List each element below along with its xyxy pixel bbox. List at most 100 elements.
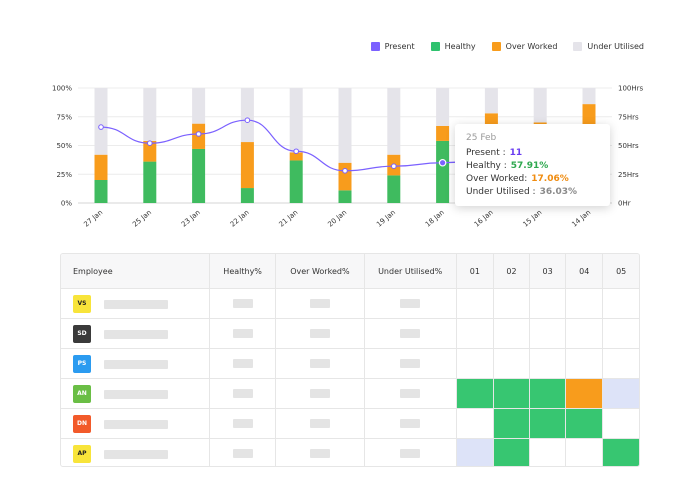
table-row[interactable]: VS xyxy=(61,288,639,319)
employee-cell: VS xyxy=(61,288,210,319)
header-under-utilised[interactable]: Under Utilised% xyxy=(364,254,457,289)
day-cell-5[interactable] xyxy=(602,348,639,379)
present-point xyxy=(244,117,251,124)
day-cell-3[interactable] xyxy=(529,318,567,349)
day-cell-2[interactable] xyxy=(493,288,531,319)
legend-label-present: Present xyxy=(384,42,415,51)
tooltip-healthy-label: Healthy : xyxy=(466,161,507,171)
day-cell-3[interactable] xyxy=(529,378,567,409)
under-utilised-cell xyxy=(364,348,457,379)
day-cell-1[interactable] xyxy=(456,318,494,349)
avatar[interactable]: VS xyxy=(73,295,91,314)
legend-item-over-worked[interactable]: Over Worked xyxy=(491,42,557,51)
bar-over-worked xyxy=(289,152,303,161)
day-cell-4[interactable] xyxy=(565,378,604,409)
employee-cell: AP xyxy=(61,438,210,466)
legend-item-present[interactable]: Present xyxy=(370,42,415,51)
legend-item-under-utilised[interactable]: Under Utilised xyxy=(573,42,644,51)
under-utilised-placeholder xyxy=(400,359,421,368)
day-cell-2[interactable] xyxy=(493,318,531,349)
bar-under-utilised xyxy=(289,88,303,153)
header-employee[interactable]: Employee xyxy=(61,254,210,289)
employee-name-placeholder xyxy=(104,329,168,339)
day-cell-3[interactable] xyxy=(529,348,567,379)
bar-under-utilised xyxy=(436,88,450,126)
tooltip-over-worked-value: 17.06% xyxy=(531,174,569,184)
day-cell-3[interactable] xyxy=(529,408,567,439)
day-cell-1[interactable] xyxy=(456,438,494,466)
legend-swatch-present xyxy=(370,42,380,51)
y-right-tick-label: 50Hrs xyxy=(618,142,639,150)
legend-swatch-under-utilised xyxy=(573,42,583,51)
bar-under-utilised xyxy=(94,88,108,155)
day-cell-1[interactable] xyxy=(456,348,494,379)
avatar[interactable]: AN xyxy=(73,385,91,404)
x-tick-label: 22 Jan xyxy=(229,208,251,228)
table-row[interactable]: AP xyxy=(61,438,639,466)
healthy-placeholder xyxy=(232,449,253,458)
day-cell-2[interactable] xyxy=(493,408,531,439)
day-cell-4[interactable] xyxy=(565,318,604,349)
y-left-tick-label: 100% xyxy=(52,85,72,93)
day-cell-2[interactable] xyxy=(493,348,531,379)
header-day-02[interactable]: 02 xyxy=(493,254,531,289)
day-cell-5[interactable] xyxy=(602,318,639,349)
avatar[interactable]: AP xyxy=(73,445,91,464)
under-utilised-placeholder xyxy=(400,299,421,308)
x-tick-label: 21 Jan xyxy=(278,208,300,228)
day-cell-5[interactable] xyxy=(602,378,639,409)
day-cell-2[interactable] xyxy=(493,378,531,409)
day-cell-1[interactable] xyxy=(456,378,494,409)
x-tick-label: 23 Jan xyxy=(180,208,202,228)
table-row[interactable]: SD xyxy=(61,318,639,349)
table-row[interactable]: AN xyxy=(61,378,639,409)
day-cell-5[interactable] xyxy=(602,288,639,319)
under-utilised-placeholder xyxy=(400,389,421,398)
bar-under-utilised xyxy=(582,88,596,105)
bar-under-utilised xyxy=(387,88,401,155)
day-cell-2[interactable] xyxy=(493,438,531,466)
tooltip-over-worked-row: Over Worked: 17.06% xyxy=(466,173,599,186)
employee-cell: PS xyxy=(61,348,210,379)
day-cell-1[interactable] xyxy=(456,408,494,439)
day-cell-3[interactable] xyxy=(529,438,567,466)
present-point xyxy=(195,131,202,137)
x-tick-label: 27 Jan xyxy=(82,208,104,228)
header-over-worked[interactable]: Over Worked% xyxy=(275,254,365,289)
legend-item-healthy[interactable]: Healthy xyxy=(430,42,476,51)
healthy-placeholder xyxy=(232,389,253,398)
present-point xyxy=(147,140,153,146)
day-cell-5[interactable] xyxy=(602,408,639,439)
over-worked-placeholder xyxy=(309,299,330,308)
header-day-03[interactable]: 03 xyxy=(529,254,567,289)
day-cell-4[interactable] xyxy=(565,348,604,379)
avatar[interactable]: DN xyxy=(73,415,91,434)
day-cell-1[interactable] xyxy=(456,288,494,319)
x-tick-label: 19 Jan xyxy=(375,208,397,228)
header-day-05[interactable]: 05 xyxy=(602,254,639,289)
present-point xyxy=(342,168,348,174)
x-tick-label: 18 Jan xyxy=(424,208,446,228)
employee-cell: AN xyxy=(61,378,210,409)
avatar[interactable]: SD xyxy=(73,325,91,344)
header-healthy[interactable]: Healthy% xyxy=(209,254,277,289)
header-day-04[interactable]: 04 xyxy=(565,254,604,289)
table-row[interactable]: PS xyxy=(61,348,639,379)
bar-under-utilised xyxy=(192,88,206,124)
bar-healthy xyxy=(338,190,352,203)
table-row[interactable]: DN xyxy=(61,408,639,439)
tooltip-present-label: Present : xyxy=(466,148,506,158)
day-cell-4[interactable] xyxy=(565,408,604,439)
avatar[interactable]: PS xyxy=(73,355,91,374)
tooltip-date: 25 Feb xyxy=(466,133,497,143)
bar-healthy xyxy=(192,148,206,203)
header-day-01[interactable]: 01 xyxy=(456,254,494,289)
day-cell-4[interactable] xyxy=(565,438,604,466)
day-cell-3[interactable] xyxy=(529,288,567,319)
day-cell-5[interactable] xyxy=(602,438,639,466)
day-cell-4[interactable] xyxy=(565,288,604,319)
bar-healthy xyxy=(289,160,303,203)
healthy-cell xyxy=(209,288,277,319)
healthy-placeholder xyxy=(232,419,253,428)
employee-cell: SD xyxy=(61,318,210,349)
